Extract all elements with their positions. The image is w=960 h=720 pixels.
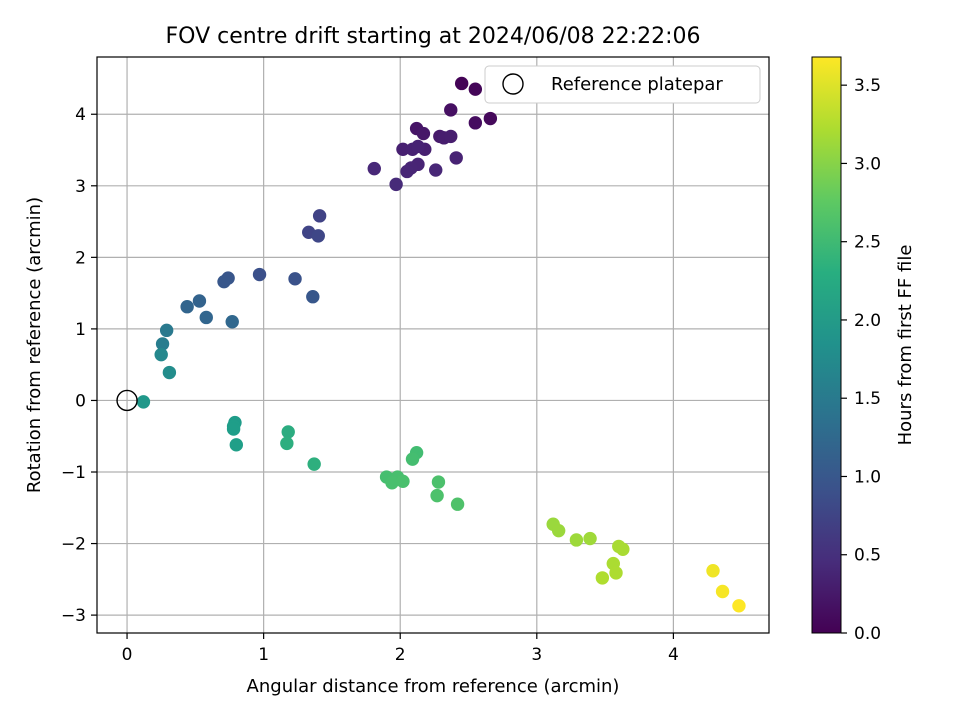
y-tick-label: 3 bbox=[75, 177, 86, 197]
data-point bbox=[706, 564, 720, 578]
data-point bbox=[396, 142, 410, 157]
data-point bbox=[430, 488, 444, 503]
data-point bbox=[155, 337, 170, 351]
data-point bbox=[226, 422, 241, 436]
data-point bbox=[583, 531, 597, 546]
colorbar-tick-label: 2.5 bbox=[854, 233, 881, 253]
data-point bbox=[389, 177, 403, 192]
data-point bbox=[400, 164, 414, 179]
y-tick-label: −1 bbox=[61, 463, 86, 483]
legend-entry-label: Reference platepar bbox=[551, 74, 723, 95]
data-point bbox=[405, 452, 420, 466]
data-point bbox=[616, 542, 630, 556]
data-point bbox=[281, 425, 295, 439]
y-tick-label: 1 bbox=[75, 320, 86, 340]
data-point bbox=[449, 151, 463, 165]
colorbar-gradient bbox=[811, 56, 842, 634]
x-axis-label: Angular distance from reference (arcmin) bbox=[247, 676, 620, 697]
data-point bbox=[280, 436, 294, 451]
data-point bbox=[252, 267, 267, 282]
y-tick-label: −3 bbox=[61, 606, 86, 626]
grid-lines bbox=[97, 57, 769, 633]
data-point bbox=[306, 290, 320, 304]
x-tick-label: 2 bbox=[395, 645, 406, 665]
data-point bbox=[225, 315, 239, 329]
data-point bbox=[180, 300, 194, 314]
data-point bbox=[569, 533, 584, 547]
y-tick-label: 2 bbox=[75, 248, 86, 268]
colorbar-tick-label: 1.0 bbox=[854, 467, 881, 487]
y-tick-label: 4 bbox=[75, 105, 86, 125]
data-point bbox=[288, 272, 302, 286]
colorbar-tick-label: 3.0 bbox=[854, 154, 881, 174]
y-tick-label: −2 bbox=[61, 535, 86, 555]
x-tick-label: 3 bbox=[531, 645, 542, 665]
data-point bbox=[385, 476, 399, 490]
legend-marker-open-circle bbox=[502, 73, 524, 95]
data-point bbox=[715, 584, 730, 599]
data-point bbox=[609, 566, 623, 580]
colorbar-tick-label: 3.5 bbox=[854, 76, 881, 96]
colorbar-tick-label: 0.5 bbox=[854, 546, 881, 566]
colorbar-tick-label: 1.5 bbox=[854, 389, 881, 409]
x-tick-label: 1 bbox=[258, 645, 269, 665]
data-point bbox=[444, 129, 458, 144]
data-point bbox=[307, 457, 321, 471]
data-point bbox=[551, 523, 566, 538]
data-point bbox=[454, 76, 469, 91]
data-point bbox=[411, 139, 425, 154]
data-point bbox=[217, 274, 231, 289]
y-tick-label: 0 bbox=[75, 391, 86, 411]
data-point bbox=[444, 103, 458, 117]
colorbar-ticks: 0.0 0.5 1.0 1.5 2.0 2.5 3.0 3.5 bbox=[841, 76, 881, 644]
data-points bbox=[116, 76, 746, 613]
colorbar-tick-label: 2.0 bbox=[854, 311, 881, 331]
data-point bbox=[468, 82, 483, 96]
data-point bbox=[396, 474, 410, 489]
data-point bbox=[162, 365, 177, 380]
data-point bbox=[367, 161, 381, 176]
colorbar-tick-label: 0.0 bbox=[854, 624, 881, 644]
y-axis-ticks: −3 −2 −1 0 1 2 3 4 bbox=[61, 105, 97, 626]
data-point bbox=[159, 323, 174, 338]
data-point bbox=[429, 163, 443, 177]
data-point bbox=[483, 111, 498, 126]
data-point bbox=[154, 347, 168, 362]
colorbar: 0.0 0.5 1.0 1.5 2.0 2.5 3.0 3.5 Hours from firs… bbox=[811, 56, 916, 644]
data-point bbox=[416, 126, 431, 141]
data-point bbox=[450, 497, 465, 511]
data-point bbox=[199, 310, 213, 325]
y-axis-label: Rotation from reference (arcmin) bbox=[24, 197, 45, 493]
legend: Reference platepar bbox=[484, 65, 761, 104]
plot-area-frame bbox=[96, 56, 770, 634]
x-tick-label: 0 bbox=[122, 645, 133, 665]
data-point bbox=[136, 395, 151, 409]
x-axis-ticks: 0 1 2 3 4 bbox=[122, 633, 679, 665]
colorbar-label: Hours from first FF file bbox=[895, 245, 916, 446]
legend-box bbox=[484, 65, 761, 104]
x-tick-label: 4 bbox=[668, 645, 679, 665]
data-point bbox=[312, 209, 327, 223]
data-point bbox=[229, 438, 244, 452]
reference-platepar-marker bbox=[116, 389, 138, 412]
data-point bbox=[311, 229, 325, 243]
chart-title: FOV centre drift starting at 2024/06/08 … bbox=[166, 24, 701, 49]
data-point bbox=[732, 599, 746, 613]
data-point bbox=[468, 116, 483, 130]
data-point bbox=[595, 571, 610, 585]
data-point bbox=[431, 475, 446, 489]
data-point bbox=[192, 294, 207, 308]
